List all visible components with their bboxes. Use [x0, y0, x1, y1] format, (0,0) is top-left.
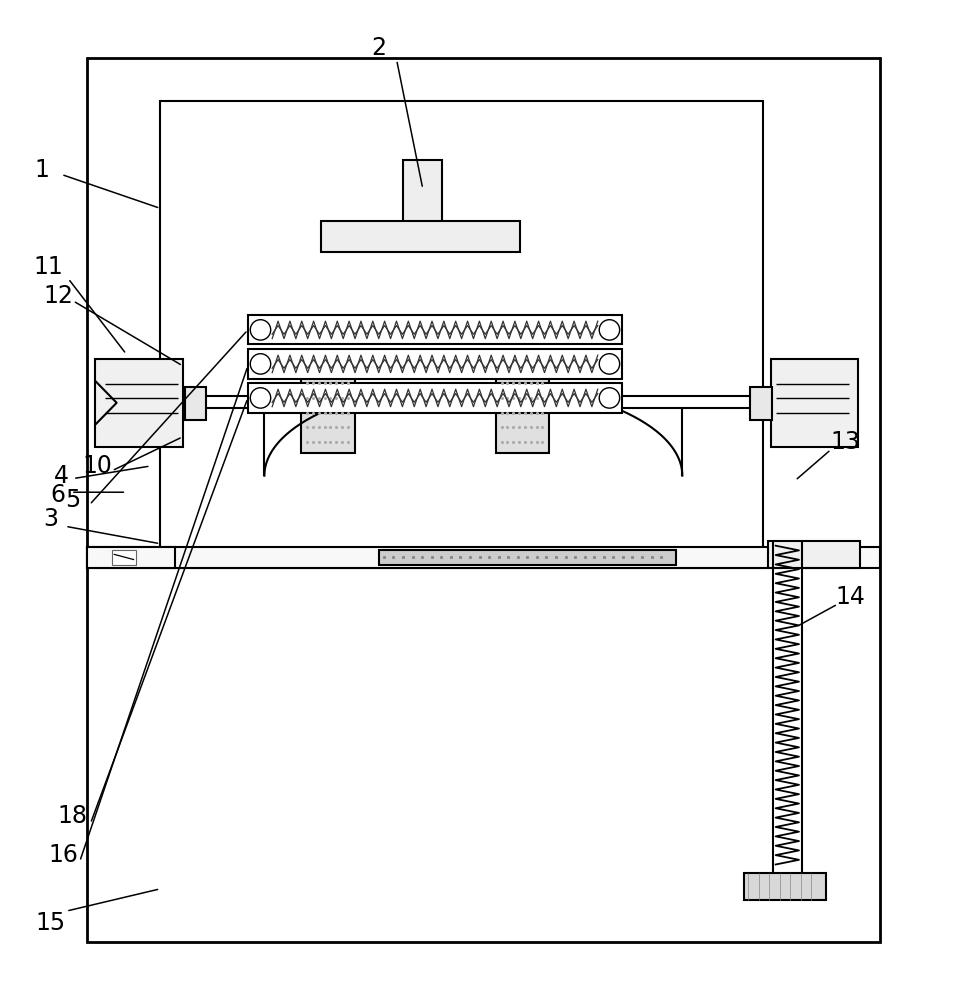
- Text: 12: 12: [44, 284, 73, 308]
- Bar: [185, 387, 206, 420]
- Text: 3: 3: [43, 507, 58, 531]
- Bar: [744, 873, 826, 900]
- Bar: [496, 356, 549, 453]
- Bar: [112, 550, 136, 565]
- Text: 11: 11: [34, 255, 63, 279]
- Text: 2: 2: [371, 36, 387, 60]
- Bar: [87, 547, 880, 568]
- Bar: [379, 550, 676, 565]
- Text: 4: 4: [53, 464, 69, 488]
- Bar: [95, 359, 183, 447]
- Bar: [771, 359, 858, 447]
- Bar: [248, 349, 622, 378]
- Text: 5: 5: [65, 488, 81, 512]
- Bar: [160, 101, 763, 568]
- Text: 18: 18: [58, 804, 87, 828]
- Bar: [768, 541, 860, 568]
- Bar: [750, 387, 772, 420]
- Text: 13: 13: [831, 430, 860, 454]
- Text: 6: 6: [51, 483, 66, 507]
- Text: 1: 1: [34, 158, 50, 182]
- Bar: [321, 221, 520, 252]
- Bar: [403, 160, 442, 223]
- Text: 10: 10: [83, 454, 112, 478]
- Bar: [248, 383, 622, 413]
- Bar: [87, 58, 880, 942]
- Bar: [248, 315, 622, 344]
- Bar: [87, 547, 175, 568]
- Text: 16: 16: [49, 843, 78, 867]
- Bar: [301, 356, 355, 453]
- Text: 14: 14: [836, 585, 865, 609]
- Text: 15: 15: [36, 911, 65, 935]
